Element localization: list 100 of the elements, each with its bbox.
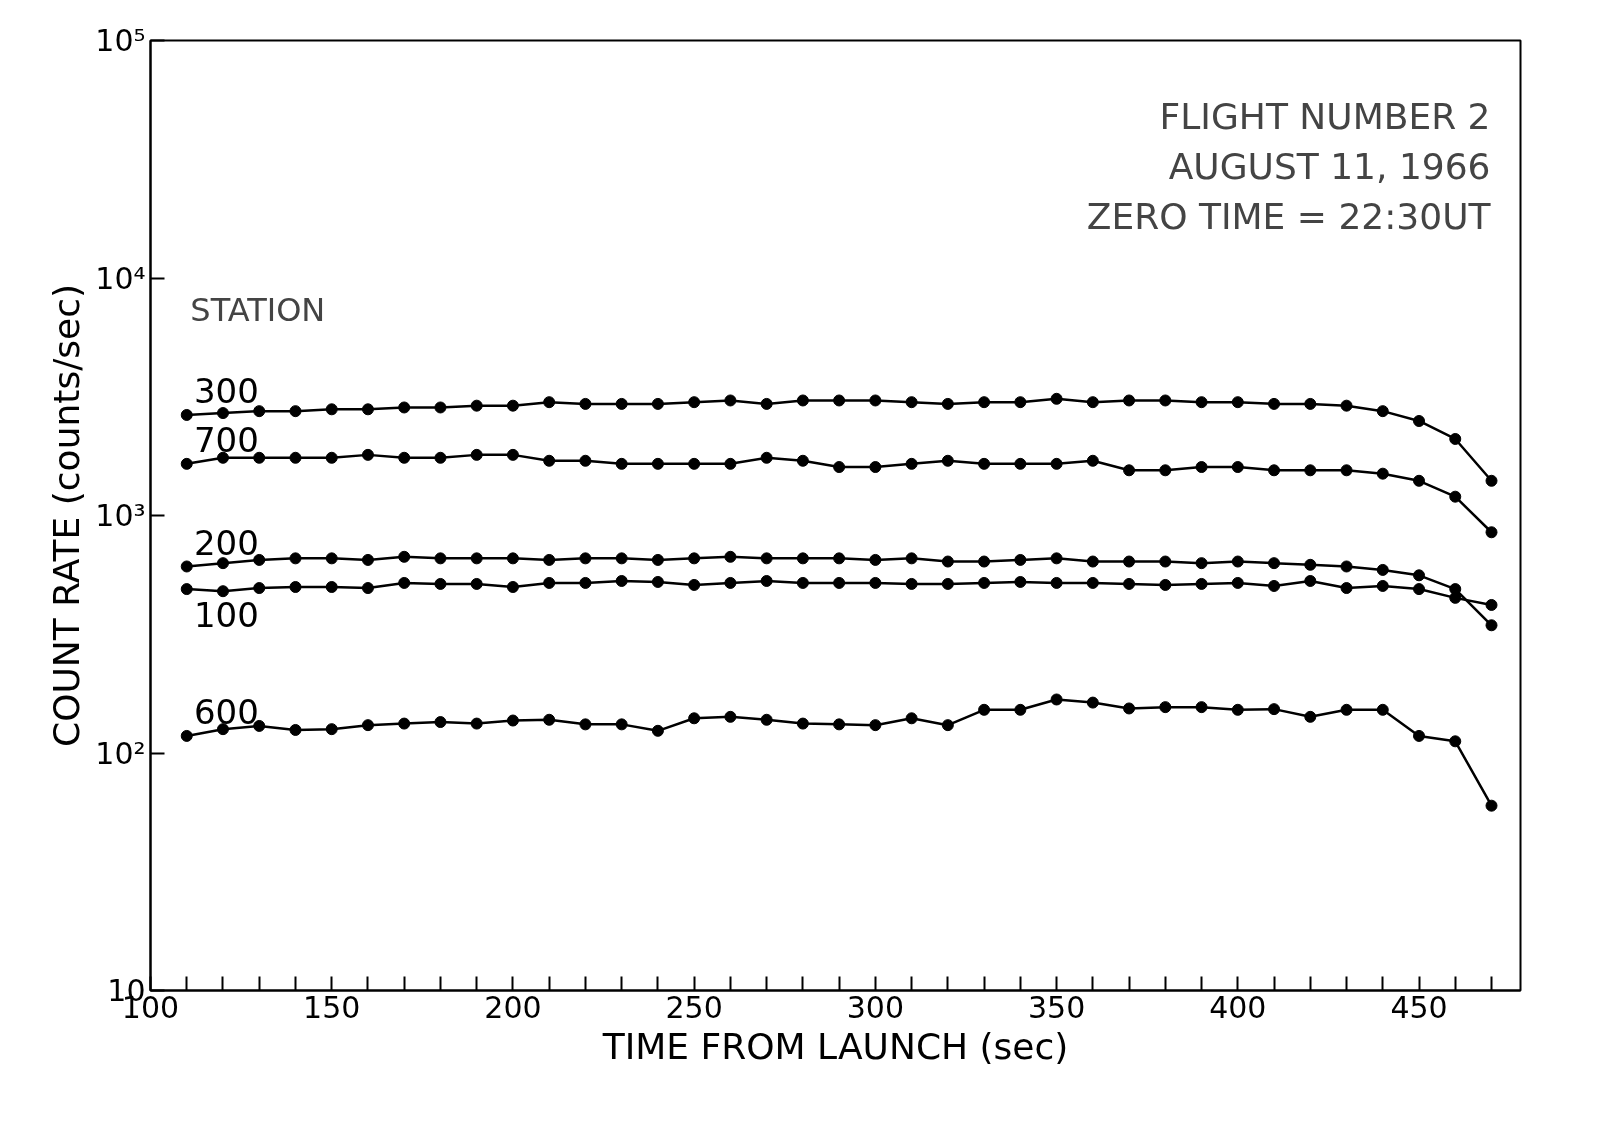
- point: [1159, 555, 1172, 568]
- point: [1268, 703, 1281, 716]
- y-tick-label: 10³: [95, 498, 146, 533]
- point: [470, 577, 483, 590]
- point: [688, 712, 701, 725]
- point: [216, 451, 229, 464]
- point: [941, 397, 954, 410]
- point: [1014, 396, 1027, 409]
- point: [1340, 582, 1353, 595]
- point: [796, 552, 809, 565]
- point: [941, 555, 954, 568]
- x-tick-label: 350: [1027, 989, 1086, 1025]
- point: [398, 451, 411, 464]
- point: [941, 454, 954, 467]
- series-label: 600: [193, 692, 259, 733]
- point: [434, 552, 447, 565]
- point: [1268, 579, 1281, 592]
- point: [1231, 461, 1244, 474]
- point: [506, 552, 519, 565]
- point: [905, 457, 918, 470]
- point: [1268, 464, 1281, 477]
- point: [1231, 396, 1244, 409]
- annotation: AUGUST 11, 1966: [1168, 145, 1491, 187]
- legend-title: STATION: [190, 291, 326, 330]
- point: [796, 394, 809, 407]
- point: [1014, 575, 1027, 588]
- point: [978, 457, 991, 470]
- x-axis-title: TIME FROM LAUNCH (sec): [601, 1025, 1069, 1067]
- point: [1304, 464, 1317, 477]
- point: [434, 716, 447, 729]
- point: [361, 553, 374, 566]
- point: [1340, 399, 1353, 412]
- point: [180, 583, 193, 596]
- point: [688, 457, 701, 470]
- point: [724, 576, 737, 589]
- point: [1413, 415, 1426, 427]
- point: [724, 457, 737, 470]
- point: [1231, 576, 1244, 589]
- point: [1376, 405, 1389, 418]
- point: [1485, 526, 1498, 539]
- point: [978, 555, 991, 568]
- point: [869, 553, 882, 566]
- point: [1231, 555, 1244, 568]
- point: [1159, 578, 1172, 591]
- point: [1413, 474, 1426, 487]
- x-tick-label: 400: [1209, 989, 1267, 1025]
- point: [543, 454, 556, 467]
- point: [1413, 569, 1426, 582]
- point: [905, 577, 918, 590]
- series-label: 700: [193, 420, 259, 461]
- point: [651, 724, 664, 737]
- point: [361, 719, 374, 732]
- point: [361, 403, 374, 416]
- point: [289, 451, 302, 464]
- point: [1376, 579, 1389, 592]
- point: [869, 394, 882, 407]
- point: [470, 399, 483, 412]
- point: [434, 451, 447, 464]
- point: [506, 399, 519, 412]
- point: [506, 714, 519, 727]
- point: [833, 394, 846, 407]
- point: [1195, 396, 1208, 409]
- point: [579, 576, 592, 589]
- series-label: 300: [193, 371, 259, 412]
- point: [1050, 576, 1063, 589]
- point: [506, 448, 519, 461]
- y-tick-label: 10⁵: [95, 23, 146, 58]
- point: [1376, 467, 1389, 480]
- point: [1159, 701, 1172, 714]
- point: [470, 448, 483, 461]
- point: [905, 712, 918, 725]
- point: [253, 553, 266, 566]
- point: [543, 396, 556, 409]
- point: [905, 552, 918, 565]
- point: [1123, 702, 1136, 715]
- point: [1485, 799, 1498, 812]
- point: [325, 403, 338, 416]
- point: [361, 448, 374, 461]
- point: [1123, 555, 1136, 568]
- point: [398, 576, 411, 589]
- point: [216, 723, 229, 736]
- point: [325, 451, 338, 464]
- point: [1014, 457, 1027, 470]
- annotation: ZERO TIME = 22:30UT: [1086, 195, 1492, 237]
- point: [1304, 575, 1317, 587]
- point: [615, 718, 628, 731]
- point: [1050, 693, 1063, 706]
- point: [1086, 555, 1099, 568]
- x-tick-label: 300: [846, 989, 904, 1025]
- point: [1376, 563, 1389, 576]
- point: [398, 550, 411, 563]
- point: [651, 457, 664, 470]
- point: [615, 552, 628, 565]
- point: [760, 713, 773, 726]
- point: [724, 550, 737, 563]
- point: [325, 552, 338, 565]
- point: [1485, 598, 1498, 611]
- point: [688, 552, 701, 565]
- y-axis-title: COUNT RATE (counts/sec): [46, 284, 88, 747]
- point: [1340, 703, 1353, 716]
